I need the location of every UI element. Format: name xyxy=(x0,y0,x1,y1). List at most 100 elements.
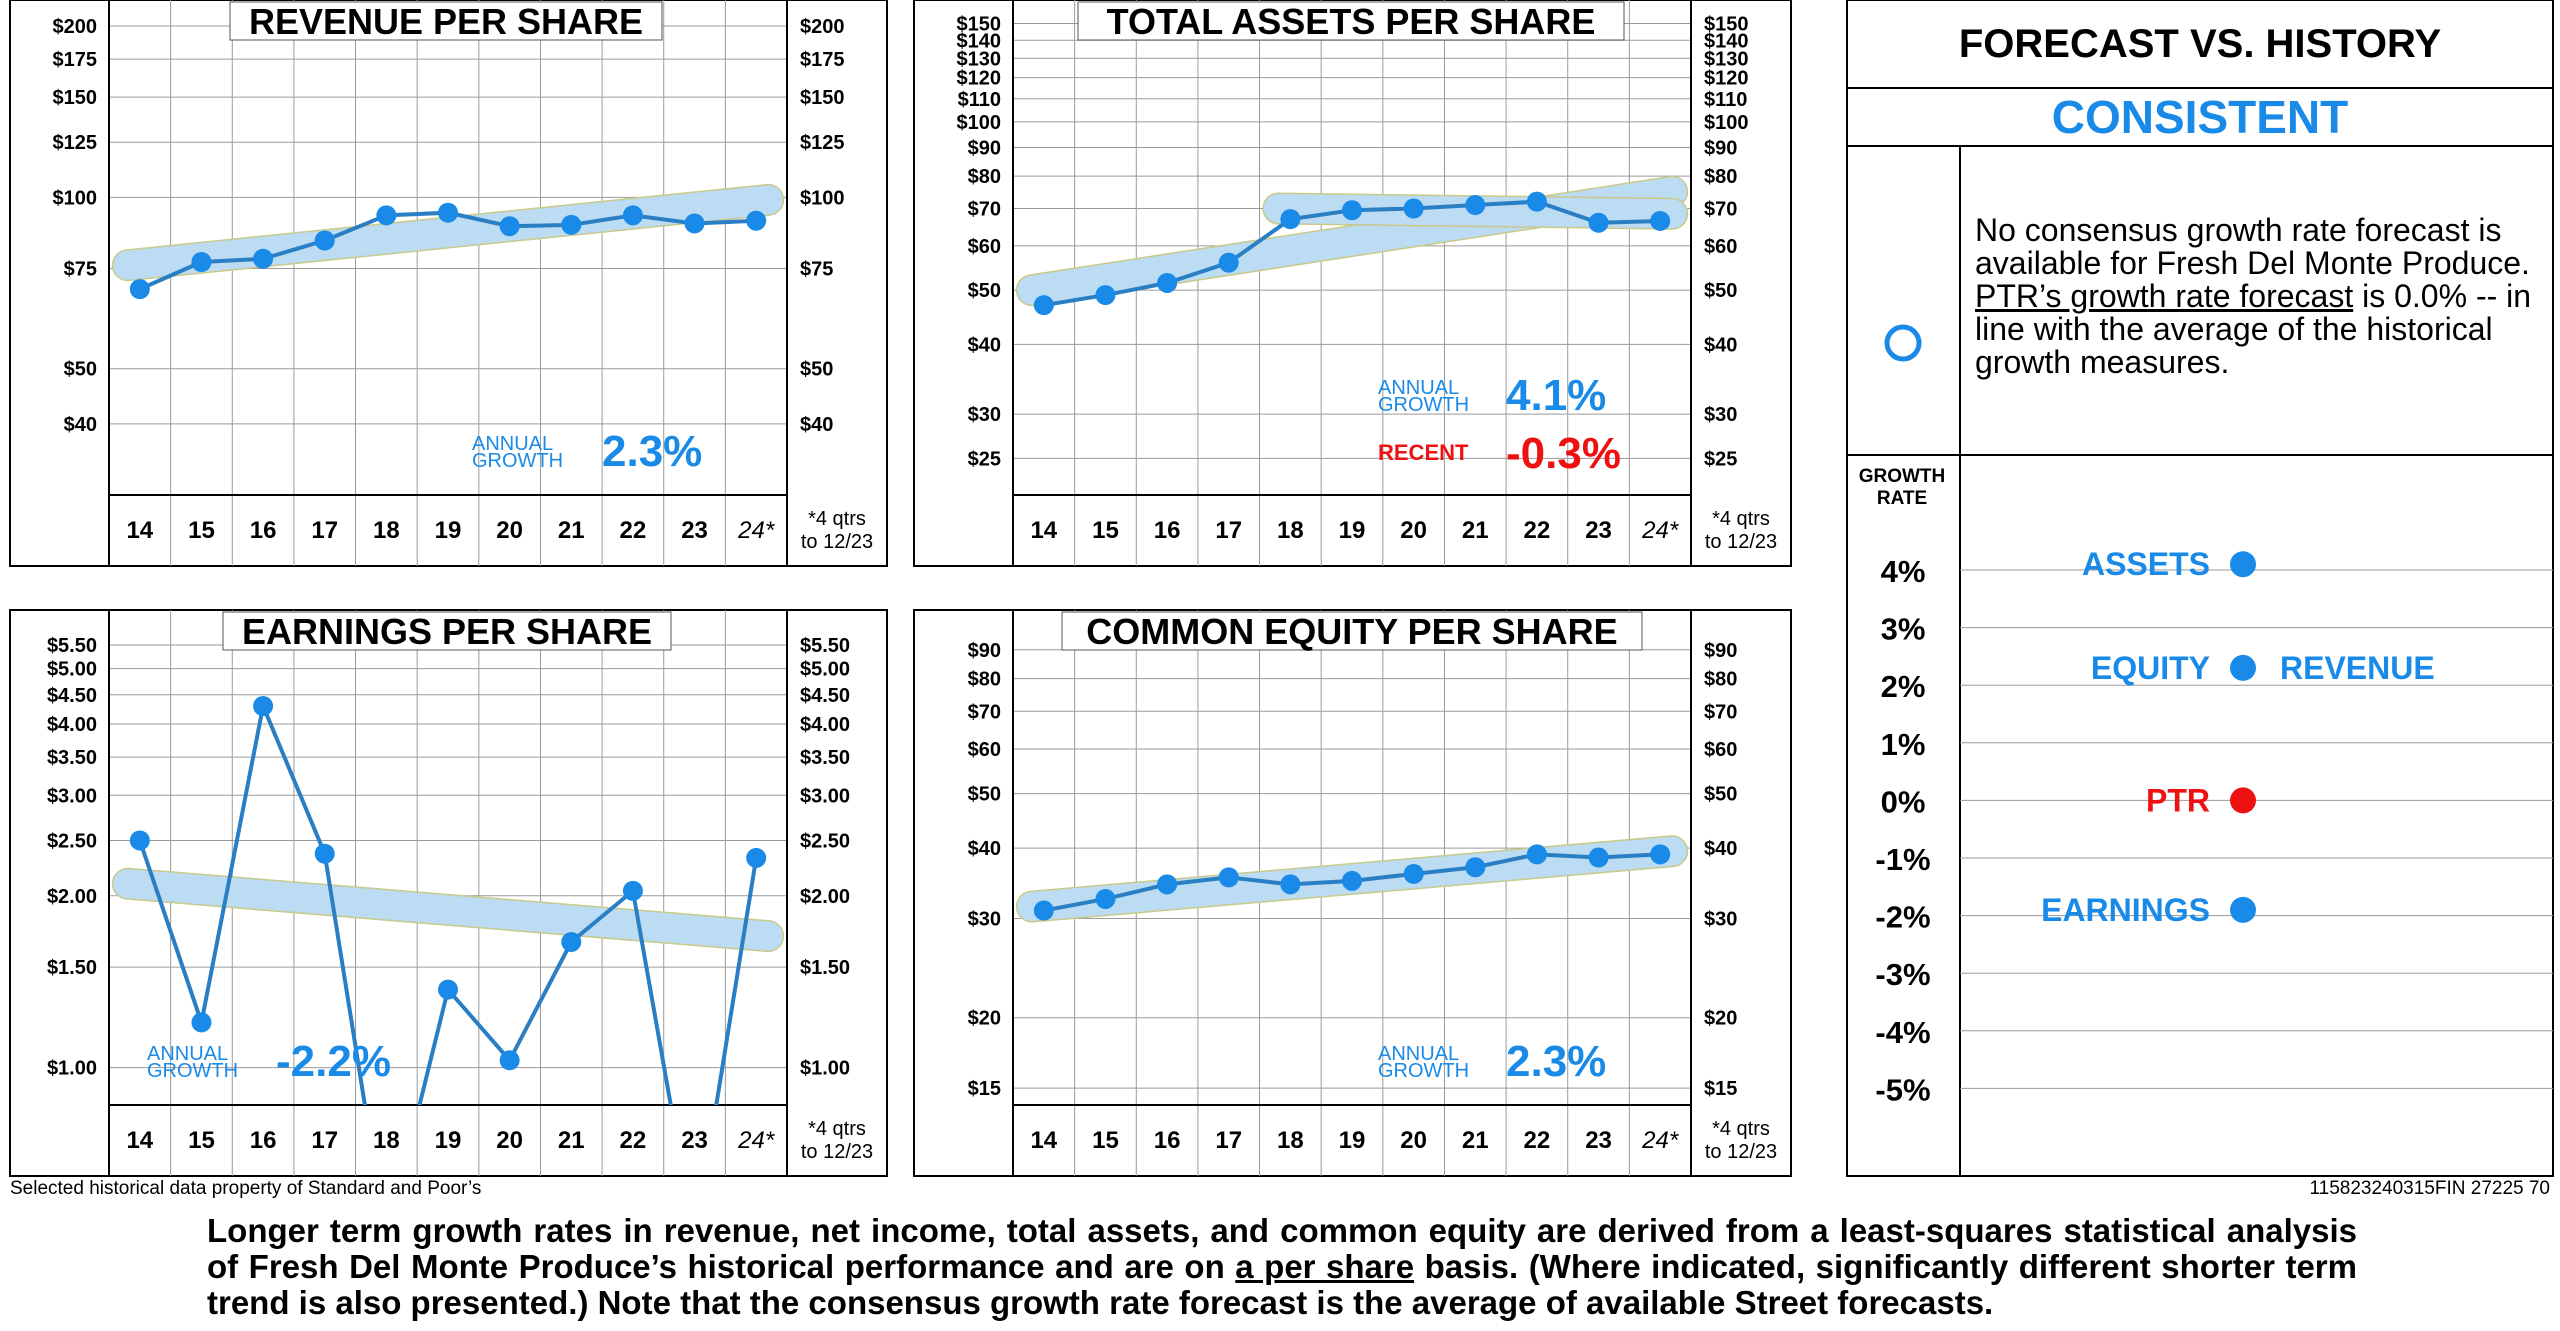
plot-area xyxy=(111,183,785,300)
forecast-panel: 4% 3% 2% 1% 0% -1% -2% -3% -4% -5% ASSETS EQUITY REV… xyxy=(1846,0,2554,1177)
data-point xyxy=(1157,272,1178,293)
y-tick-label-left: $40 xyxy=(64,414,97,436)
x-tick-label: 16 xyxy=(1154,1127,1181,1154)
x-tick-label: 14 xyxy=(1030,517,1057,544)
y-tick-label-right: $40 xyxy=(800,414,833,436)
y-tick-label-right: $20 xyxy=(1704,1008,1737,1030)
x-tick-label: 19 xyxy=(435,517,462,544)
footnote-line2: to 12/23 xyxy=(1705,531,1777,553)
x-tick-label: 15 xyxy=(1092,1127,1119,1154)
y-tick-label-right: $2.00 xyxy=(800,886,850,908)
x-tick-label: 20 xyxy=(496,517,523,544)
rate-label-earnings: EARNINGS xyxy=(2041,892,2210,928)
growth-label-line2: GROWTH xyxy=(1378,394,1469,416)
y-tick-label-left: $80 xyxy=(968,166,1001,188)
panel-title: TOTAL ASSETS PER SHARE xyxy=(1107,1,1596,42)
x-tick-label: 18 xyxy=(373,517,400,544)
data-point xyxy=(1342,200,1362,221)
chart-panel-earnings: $5.50 $5.50$5.00 $5.00$4.50 $4.50$4.00 $4.00… xyxy=(9,609,888,1177)
data-point xyxy=(438,202,458,223)
plot-area xyxy=(111,696,785,1105)
data-point xyxy=(1650,844,1671,865)
data-point xyxy=(1033,900,1054,921)
title-box xyxy=(1077,1,1625,41)
y-tick-label-left: $30 xyxy=(968,404,1001,426)
rate-tick-label: 4% xyxy=(1881,554,1926,589)
forecast-title: FORECAST VS. HISTORY xyxy=(1958,21,2442,66)
data-point xyxy=(1403,863,1424,884)
forecast-frame xyxy=(1846,0,2554,1177)
trend-band xyxy=(113,185,783,280)
y-tick-label-left: $90 xyxy=(968,640,1001,662)
x-tick-label: 14 xyxy=(1030,1127,1057,1154)
growth-label-line1: ANNUAL xyxy=(1378,1043,1459,1065)
data-point xyxy=(561,214,582,235)
data-point xyxy=(622,880,643,901)
rate-label-assets: ASSETS xyxy=(2082,546,2210,582)
forecast-description: No consensus growth rate forecast is ava… xyxy=(1975,214,2545,379)
y-tick-label-right: $60 xyxy=(1704,739,1737,761)
data-point xyxy=(561,931,582,952)
x-tick-label: 14 xyxy=(126,517,153,544)
rate-tick-label: -5% xyxy=(1875,1072,1930,1107)
y-tick-label-left: $130 xyxy=(957,48,1002,70)
growth-value: 4.1% xyxy=(1506,371,1606,420)
x-tick-label: 23 xyxy=(681,517,708,544)
y-tick-label-right: $50 xyxy=(800,359,833,381)
y-tick-label-right: $30 xyxy=(1704,404,1737,426)
x-tick-label: 15 xyxy=(1092,517,1119,544)
growth-rate-label-line1: GROWTH xyxy=(1858,466,1946,487)
y-tick-label-right: $90 xyxy=(1704,640,1737,662)
y-tick-label-left: $40 xyxy=(968,838,1001,860)
rate-tick-label: 3% xyxy=(1881,612,1926,647)
data-point xyxy=(314,230,335,251)
data-point xyxy=(191,252,212,273)
y-tick-label-right: $1.50 xyxy=(800,957,850,979)
x-tick-label: 14 xyxy=(126,1127,153,1154)
x-tick-label: 22 xyxy=(620,517,647,544)
y-tick-label-left: $75 xyxy=(64,259,97,281)
methodology-note-part2: a per share xyxy=(1235,1248,1415,1285)
rate-tick-label: -2% xyxy=(1875,900,1930,935)
x-tick-label: 22 xyxy=(620,1127,647,1154)
data-point xyxy=(1342,870,1362,891)
panel-title: EARNINGS PER SHARE xyxy=(242,611,652,652)
y-tick-label-left: $80 xyxy=(968,669,1001,691)
y-tick-label-right: $25 xyxy=(1704,448,1737,470)
y-tick-label-right: $150 xyxy=(800,87,845,109)
y-tick-label-left: $2.00 xyxy=(47,886,97,908)
x-tick-label: 22 xyxy=(1524,1127,1551,1154)
growth-rate-axis-label: GROWTH RATE xyxy=(1852,466,1952,510)
title-box xyxy=(229,1,663,41)
y-tick-label-right: $70 xyxy=(1704,701,1737,723)
data-point xyxy=(622,205,643,226)
y-tick-label-left: $100 xyxy=(957,112,1002,134)
y-tick-label-right: $15 xyxy=(1704,1078,1737,1100)
forecast-desc-part2: PTR’s growth rate forecast xyxy=(1975,278,2354,314)
x-tick-label: 15 xyxy=(188,517,215,544)
x-tick-label: 17 xyxy=(311,517,338,544)
data-point xyxy=(1526,191,1547,212)
y-tick-label-left: $20 xyxy=(968,1008,1001,1030)
y-tick-label-left: $15 xyxy=(968,1078,1001,1100)
y-tick-label-right: $60 xyxy=(1704,236,1737,258)
plot-area xyxy=(1015,175,1689,316)
report-code: 115823240315FIN 27225 70 xyxy=(2309,1178,2550,1199)
x-tick-label: 15 xyxy=(188,1127,215,1154)
y-tick-label-left: $1.00 xyxy=(47,1058,97,1080)
growth-label-line1: ANNUAL xyxy=(147,1043,228,1065)
y-tick-label-left: $60 xyxy=(968,739,1001,761)
y-tick-label-right: $75 xyxy=(800,259,833,281)
x-tick-label: 24* xyxy=(737,517,775,544)
y-tick-label-right: $120 xyxy=(1704,68,1749,90)
methodology-note-part1: Longer term growth rates in revenue, net… xyxy=(207,1212,2357,1285)
x-tick-label: 23 xyxy=(681,1127,708,1154)
data-point xyxy=(1095,285,1116,306)
data-point xyxy=(1095,888,1116,909)
growth-label-line2: GROWTH xyxy=(1378,1060,1469,1082)
title-box xyxy=(1061,611,1643,651)
panel-title: COMMON EQUITY PER SHARE xyxy=(1086,611,1617,652)
recent-value: -0.3% xyxy=(1506,429,1621,478)
x-tick-label: 17 xyxy=(1215,517,1242,544)
